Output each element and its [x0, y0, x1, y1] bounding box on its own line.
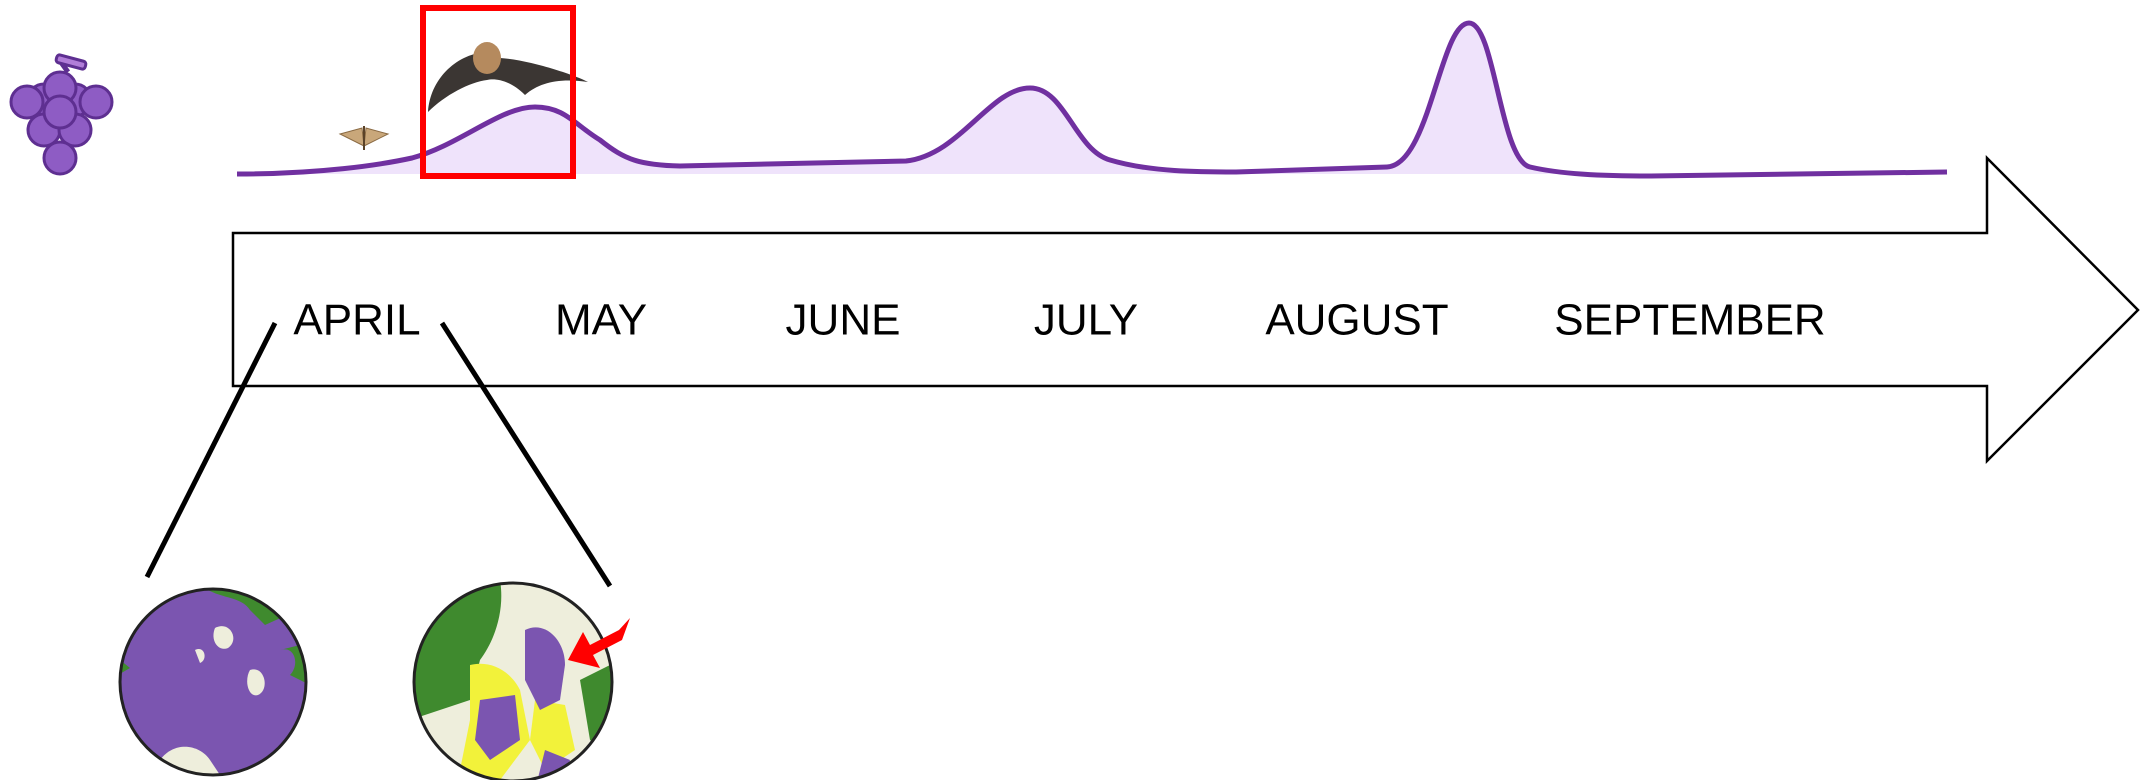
timeline-arrow: [233, 158, 2138, 461]
month-label: JULY: [1034, 296, 1138, 345]
month-label: AUGUST: [1265, 296, 1448, 345]
month-label: APRIL: [293, 296, 420, 345]
month-label: MAY: [555, 296, 647, 345]
moth-icon: [340, 126, 388, 150]
bat-icon: [428, 42, 588, 112]
grapes-icon: [11, 54, 112, 174]
zoom-line: [147, 323, 275, 577]
timeline-diagram: APRIL MAY JUNE JULY AUGUST SEPTEMBER: [0, 0, 2153, 780]
month-label: JUNE: [786, 296, 901, 345]
map-circle: [110, 580, 320, 780]
month-label: SEPTEMBER: [1554, 296, 1825, 345]
